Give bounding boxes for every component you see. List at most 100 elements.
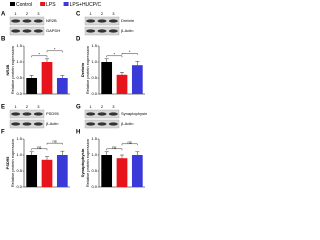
panel-letter: A bbox=[1, 12, 6, 18]
band-label: NR2B bbox=[46, 18, 57, 23]
bar bbox=[41, 62, 53, 94]
blot-band bbox=[108, 29, 118, 33]
y-tick-label: 0.5 bbox=[91, 75, 97, 80]
lane-number: 2 bbox=[26, 11, 29, 16]
significance-bracket bbox=[46, 50, 63, 53]
y-tick-label: 0.5 bbox=[91, 168, 97, 173]
y-tick-label: 1.5 bbox=[16, 43, 22, 48]
blot-band bbox=[33, 122, 43, 126]
blot-band bbox=[86, 19, 96, 23]
band-label: GAPDH bbox=[46, 28, 60, 33]
panel-letter: E bbox=[1, 105, 5, 111]
band-label: β-Actin bbox=[121, 28, 134, 33]
lane-number: 1 bbox=[90, 11, 93, 16]
significance-label: * bbox=[129, 49, 131, 54]
bar bbox=[26, 78, 38, 94]
legend-swatch bbox=[63, 2, 69, 6]
blot-band bbox=[11, 29, 21, 33]
lane-number: 1 bbox=[90, 104, 93, 109]
blot-band bbox=[108, 122, 118, 126]
y-tick-label: 0.0 bbox=[16, 91, 22, 96]
lane-number: 2 bbox=[26, 104, 29, 109]
significance-label: * bbox=[54, 46, 56, 51]
y-axis-label: PSD95 bbox=[5, 156, 10, 169]
bar bbox=[101, 62, 113, 94]
significance-bracket bbox=[31, 148, 48, 151]
panel-letter: B bbox=[1, 37, 6, 43]
lane-number: 3 bbox=[112, 104, 115, 109]
y-tick-label: 0.5 bbox=[16, 168, 22, 173]
legend-swatch bbox=[40, 2, 46, 6]
significance-bracket bbox=[106, 55, 123, 58]
significance-label: * bbox=[39, 51, 41, 56]
panel-letter: H bbox=[76, 130, 80, 136]
band-label: Drebrin bbox=[121, 18, 134, 23]
bar bbox=[56, 78, 68, 94]
lane-number: 2 bbox=[101, 104, 104, 109]
legend-label: LPS+HUCP/C bbox=[70, 2, 102, 8]
bar bbox=[116, 74, 128, 94]
significance-bracket bbox=[46, 142, 63, 145]
blot-band bbox=[86, 112, 96, 116]
y-tick-label: 1.0 bbox=[16, 152, 22, 157]
y-tick-label: 1.0 bbox=[91, 152, 97, 157]
bar bbox=[101, 155, 113, 187]
significance-label: ns bbox=[128, 139, 132, 144]
blot-band bbox=[97, 112, 107, 116]
y-tick-label: 0.5 bbox=[16, 75, 22, 80]
y-axis-label: Relative protein expression bbox=[85, 46, 90, 94]
panel-letter: F bbox=[1, 130, 5, 136]
blot-band bbox=[97, 29, 107, 33]
y-tick-label: 1.0 bbox=[16, 59, 22, 64]
bar bbox=[26, 155, 38, 187]
legend-label: LPS bbox=[46, 2, 56, 8]
lane-number: 1 bbox=[15, 11, 18, 16]
panel-letter: G bbox=[76, 105, 81, 111]
blot-band bbox=[33, 112, 43, 116]
significance-bracket bbox=[106, 148, 123, 151]
band-label: PSD95 bbox=[46, 111, 59, 116]
bar bbox=[131, 65, 143, 94]
y-axis-label: Drebrin bbox=[80, 62, 85, 77]
y-tick-label: 0.0 bbox=[91, 184, 97, 189]
significance-label: ns bbox=[53, 139, 57, 144]
y-tick-label: 1.5 bbox=[91, 43, 97, 48]
significance-bracket bbox=[121, 143, 138, 146]
y-axis-label: NR2B bbox=[5, 64, 10, 75]
band-label: β-Actin bbox=[121, 121, 134, 126]
blot-band bbox=[86, 29, 96, 33]
y-tick-label: 1.0 bbox=[91, 59, 97, 64]
panel-letter: D bbox=[76, 37, 81, 43]
blot-band bbox=[97, 122, 107, 126]
y-tick-label: 1.5 bbox=[91, 136, 97, 141]
significance-label: ns bbox=[112, 144, 116, 149]
blot-band bbox=[11, 112, 21, 116]
blot-band bbox=[86, 122, 96, 126]
y-axis-label: Relative protein expression bbox=[85, 139, 90, 187]
blot-band bbox=[108, 112, 118, 116]
lane-number: 1 bbox=[15, 104, 18, 109]
blot-band bbox=[11, 122, 21, 126]
significance-bracket bbox=[121, 53, 138, 55]
blot-band bbox=[33, 29, 43, 33]
blot-band bbox=[11, 19, 21, 23]
lane-number: 3 bbox=[112, 11, 115, 16]
blot-band bbox=[33, 19, 43, 23]
bar bbox=[41, 159, 53, 187]
legend-swatch bbox=[10, 2, 15, 6]
significance-label: ns bbox=[37, 144, 41, 149]
blot-band bbox=[22, 112, 32, 116]
bar bbox=[56, 155, 68, 187]
y-tick-label: 0.0 bbox=[16, 184, 22, 189]
lane-number: 3 bbox=[37, 11, 40, 16]
lane-number: 3 bbox=[37, 104, 40, 109]
band-label: Synaptophysin bbox=[121, 111, 147, 116]
y-tick-label: 0.0 bbox=[91, 91, 97, 96]
blot-band bbox=[108, 19, 118, 23]
y-axis-label: Relative protein expression bbox=[10, 139, 15, 187]
y-tick-label: 1.5 bbox=[16, 136, 22, 141]
figure: Control LPS LPS+HUCP/C A 1 2 3 NR2B GAPDH C 1 2 3 Dre… bbox=[1, 2, 147, 189]
blot-band bbox=[22, 19, 32, 23]
blot-band bbox=[22, 122, 32, 126]
band-label: β-Actin bbox=[46, 121, 59, 126]
